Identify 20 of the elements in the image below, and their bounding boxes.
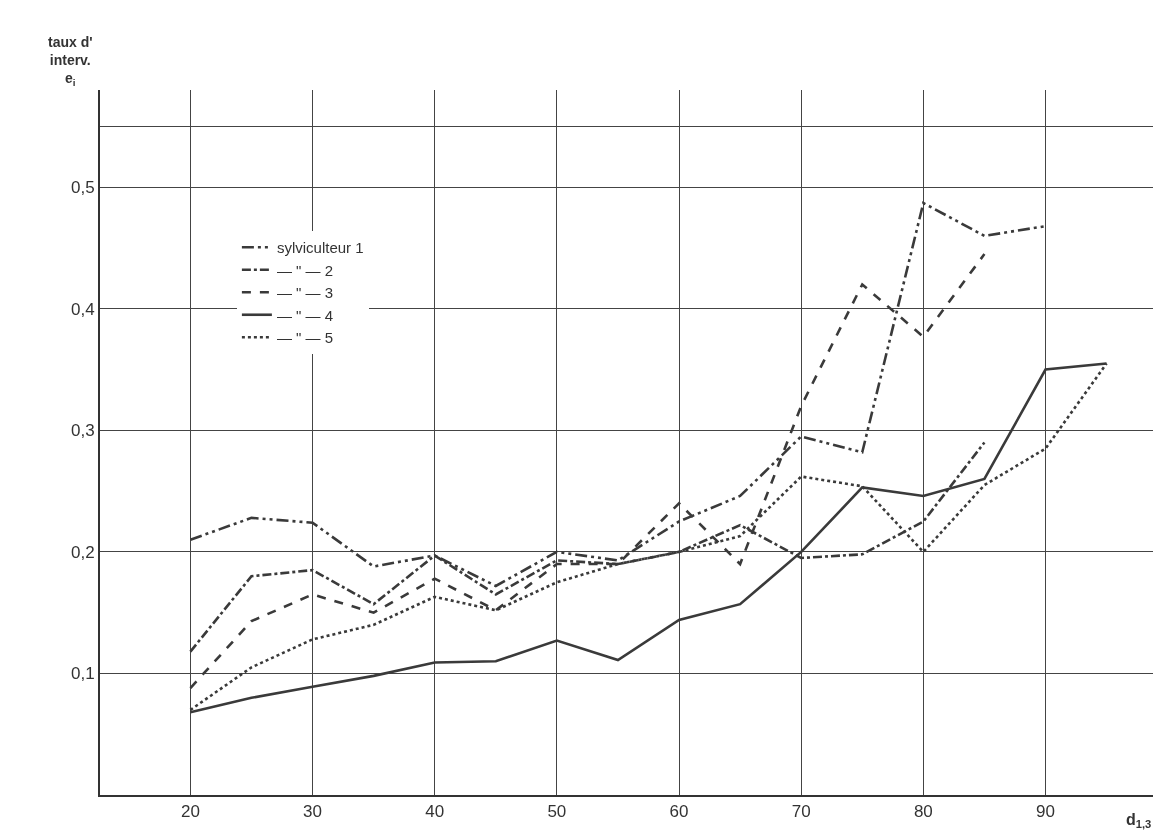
y-tick-label: 0,1 <box>70 664 95 684</box>
x-tick-label: 30 <box>303 802 323 822</box>
x-tick-label: 60 <box>669 802 689 822</box>
x-axis-title: d$_{1,3}$ <box>1126 811 1152 831</box>
y-tick-label: 0,5 <box>70 178 95 198</box>
legend-label: sylviculteur 1 <box>276 239 364 257</box>
x-tick-label: 70 <box>791 802 811 822</box>
legend-label: — " — 2 <box>276 261 334 279</box>
x-tick-label: 90 <box>1036 802 1055 822</box>
x-tick-label: 50 <box>547 802 567 822</box>
legend-label: — " — 4 <box>276 306 334 324</box>
y-tick-label: 0,3 <box>70 421 95 441</box>
x-tick-label: 40 <box>425 802 445 822</box>
y-axis-title: taux d' interv. e$_{i}$ <box>48 34 93 89</box>
legend-label: — " — 3 <box>276 284 334 302</box>
x-tick-label: 80 <box>913 802 933 822</box>
legend-label: — " — 5 <box>276 329 334 347</box>
y-tick-label: 0,4 <box>70 299 95 319</box>
y-tick-label: 0,2 <box>70 542 95 562</box>
x-tick-label: 20 <box>180 802 200 822</box>
